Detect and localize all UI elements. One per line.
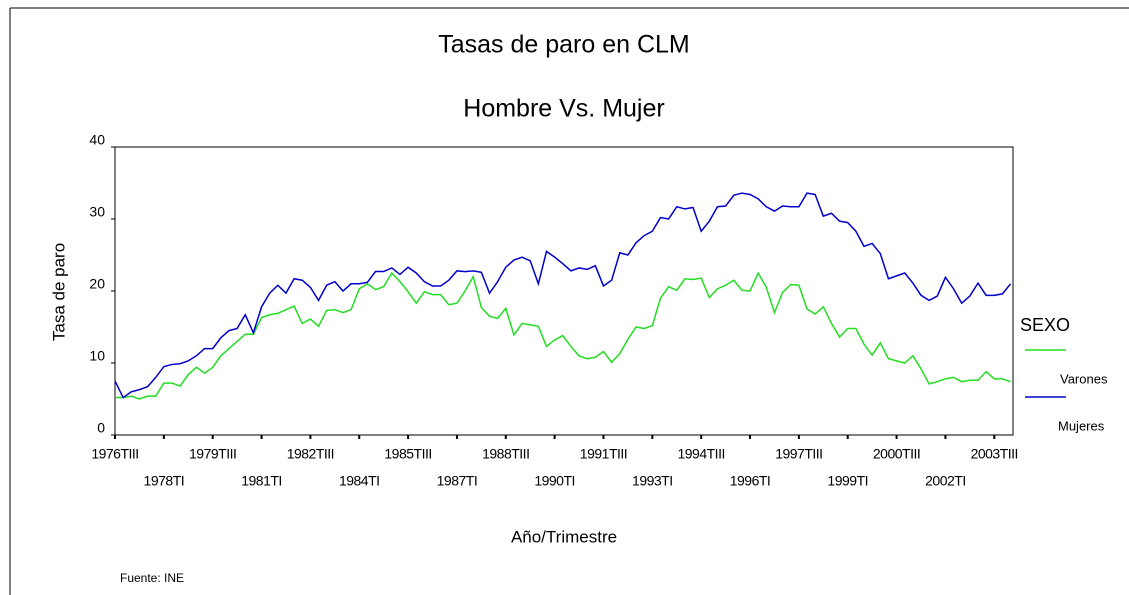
- x-tick-label: 1993TI: [632, 473, 673, 489]
- x-tick-label: 1978TI: [144, 473, 185, 489]
- x-tick-label: 1990TI: [534, 473, 575, 489]
- x-tick-label: 1981TI: [241, 473, 282, 489]
- y-tick-label: 20: [89, 276, 105, 292]
- x-tick-label: 2000TIII: [873, 446, 920, 462]
- y-tick-label: 40: [89, 132, 105, 148]
- x-tick-label: 1996TI: [730, 473, 771, 489]
- series-line: [115, 271, 1011, 400]
- chart-title: Tasas de paro en CLM: [438, 31, 690, 59]
- y-axis-label: Tasa de paro: [49, 243, 68, 341]
- x-tick-label: 1979TIII: [189, 446, 236, 462]
- x-tick-label: 1999TI: [827, 473, 868, 489]
- chart-subtitle: Hombre Vs. Mujer: [463, 95, 664, 123]
- x-tick-label: 1985TIII: [384, 446, 431, 462]
- x-tick-label: 1982TIII: [287, 446, 334, 462]
- x-tick-label: 2003TIII: [971, 446, 1018, 462]
- y-tick-label: 0: [97, 420, 105, 436]
- plot-area: [114, 146, 1014, 436]
- legend-label: Varones: [1060, 371, 1108, 386]
- x-tick-label: 1987TI: [437, 473, 478, 489]
- y-tick-label: 10: [89, 348, 105, 364]
- x-tick-label: 1991TIII: [580, 446, 627, 462]
- x-tick-label: 1988TIII: [482, 446, 529, 462]
- x-tick-label: 1997TIII: [775, 446, 822, 462]
- x-tick-label: 1976TIII: [91, 446, 138, 462]
- source-note: Fuente: INE: [120, 571, 184, 585]
- legend-title: SEXO: [1020, 315, 1070, 335]
- series-line: [114, 192, 1012, 399]
- x-tick-label: 1984TI: [339, 473, 380, 489]
- y-tick-label: 30: [89, 204, 105, 220]
- x-tick-label: 2002TI: [925, 473, 966, 489]
- legend-label: Mujeres: [1058, 418, 1105, 433]
- x-tick-label: 1994TIII: [677, 446, 724, 462]
- x-axis-label: Año/Trimestre: [511, 527, 617, 546]
